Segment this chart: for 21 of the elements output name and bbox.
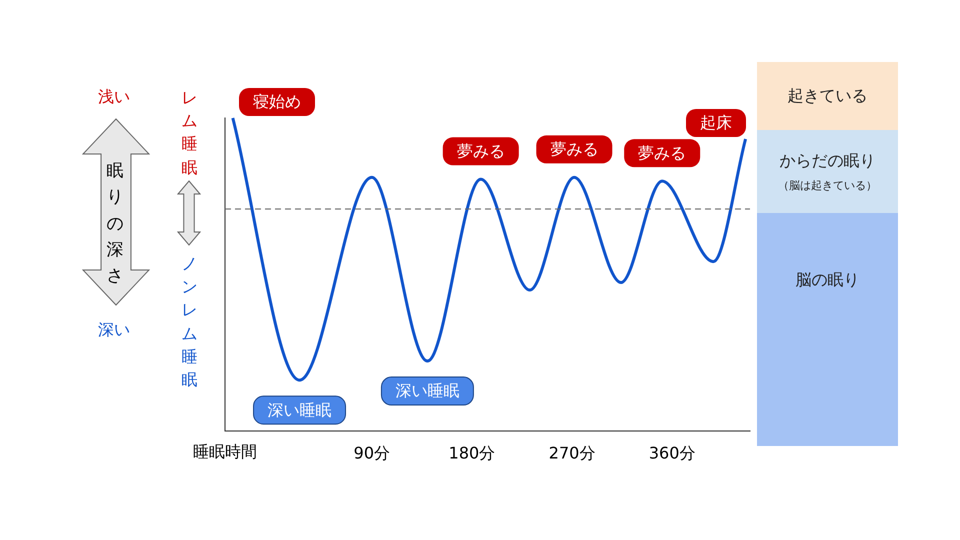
x-tick-label: 360分 <box>648 444 696 463</box>
text: からだの眠り <box>780 150 876 172</box>
text: レム睡眠 <box>181 87 198 179</box>
text: 脳の眠り <box>796 270 860 291</box>
x-axis-title: 睡眠時間 <box>193 442 257 461</box>
x-tick-label: 270分 <box>548 444 596 463</box>
x-tick-label: 90分 <box>354 444 390 463</box>
annotation: 深い睡眠 <box>395 381 460 400</box>
text: ノンレム睡眠 <box>181 253 198 391</box>
text: 眠りの深さ <box>106 160 124 288</box>
annotation: 夢みる <box>550 140 598 159</box>
text: 深い <box>98 320 130 341</box>
x-tick-label: 180分 <box>448 444 496 463</box>
annotation: 夢みる <box>638 143 686 162</box>
text: 起きている <box>788 86 868 106</box>
annotation: 夢みる <box>456 141 505 160</box>
annotation: 起床 <box>700 113 732 132</box>
text: （脳は起きている） <box>778 178 877 192</box>
annotation: 寝始め <box>253 92 301 112</box>
annotation: 深い睡眠 <box>268 400 332 420</box>
text: 浅い <box>98 87 130 108</box>
